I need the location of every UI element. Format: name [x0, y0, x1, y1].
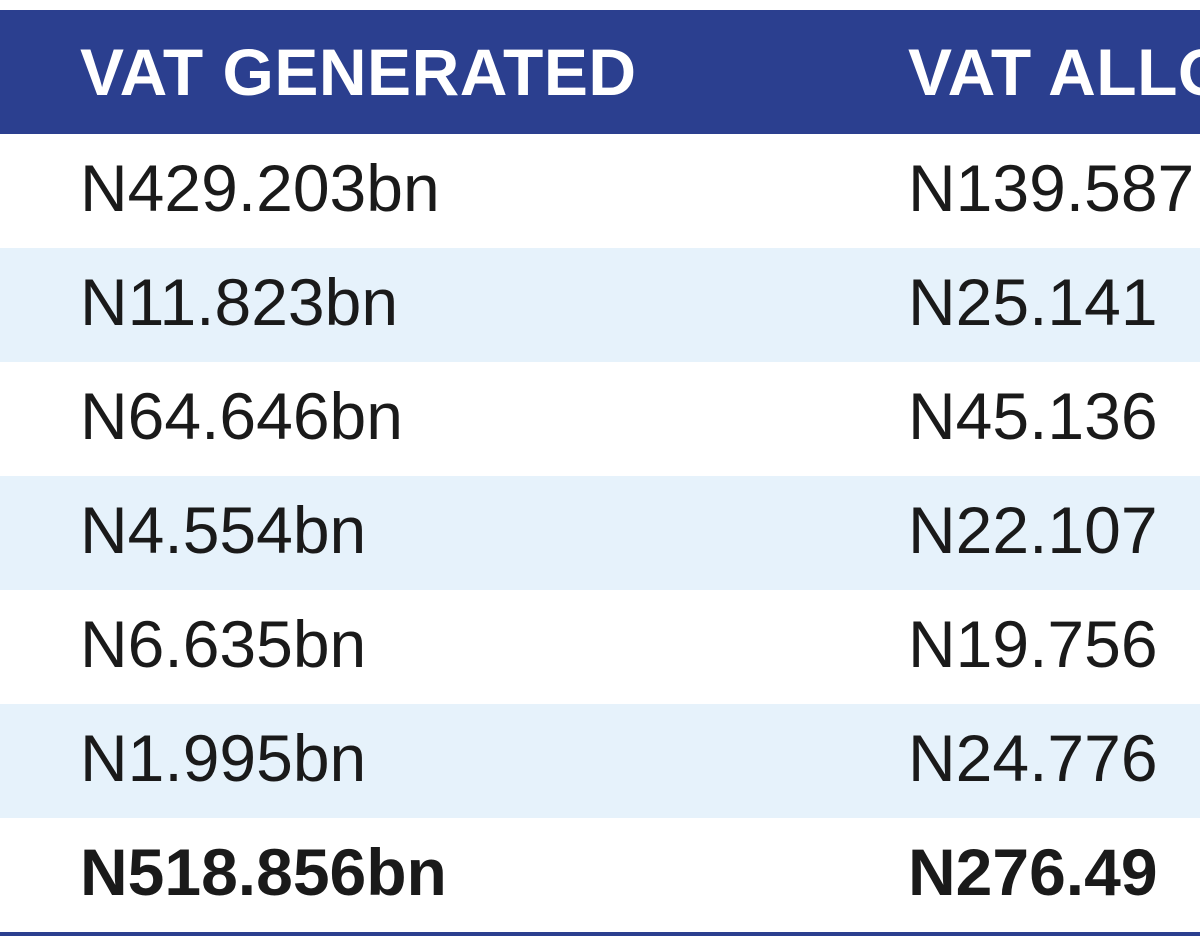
- vat-allocated-cell: N139.587: [908, 151, 1195, 225]
- vat-table: VAT GENERATED VAT ALLO N429.203bn N139.5…: [0, 10, 1200, 936]
- header-vat-generated: VAT GENERATED: [80, 35, 637, 109]
- vat-generated-cell: N1.995bn: [80, 721, 367, 795]
- header-vat-allocated: VAT ALLO: [908, 35, 1200, 109]
- table-row: N4.554bn N22.107: [0, 476, 1200, 590]
- vat-allocated-cell: N45.136: [908, 379, 1158, 453]
- vat-generated-cell: N6.635bn: [80, 607, 367, 681]
- table-body: N429.203bn N139.587 N11.823bn N25.141 N6…: [0, 134, 1200, 936]
- vat-generated-cell: N11.823bn: [80, 265, 399, 339]
- vat-generated-total: N518.856bn: [80, 835, 447, 909]
- table-total-row: N518.856bn N276.49: [0, 818, 1200, 932]
- vat-generated-cell: N64.646bn: [80, 379, 403, 453]
- table-row: N11.823bn N25.141: [0, 248, 1200, 362]
- vat-allocated-cell: N19.756: [908, 607, 1158, 681]
- vat-allocated-cell: N25.141: [908, 265, 1158, 339]
- table-row: N6.635bn N19.756: [0, 590, 1200, 704]
- table-header: VAT GENERATED VAT ALLO: [0, 10, 1200, 134]
- vat-generated-cell: N4.554bn: [80, 493, 367, 567]
- table-row: N1.995bn N24.776: [0, 704, 1200, 818]
- vat-allocated-total: N276.49: [908, 835, 1158, 909]
- table-row: N429.203bn N139.587: [0, 134, 1200, 248]
- vat-generated-cell: N429.203bn: [80, 151, 440, 225]
- vat-allocated-cell: N24.776: [908, 721, 1158, 795]
- vat-allocated-cell: N22.107: [908, 493, 1158, 567]
- table-row: N64.646bn N45.136: [0, 362, 1200, 476]
